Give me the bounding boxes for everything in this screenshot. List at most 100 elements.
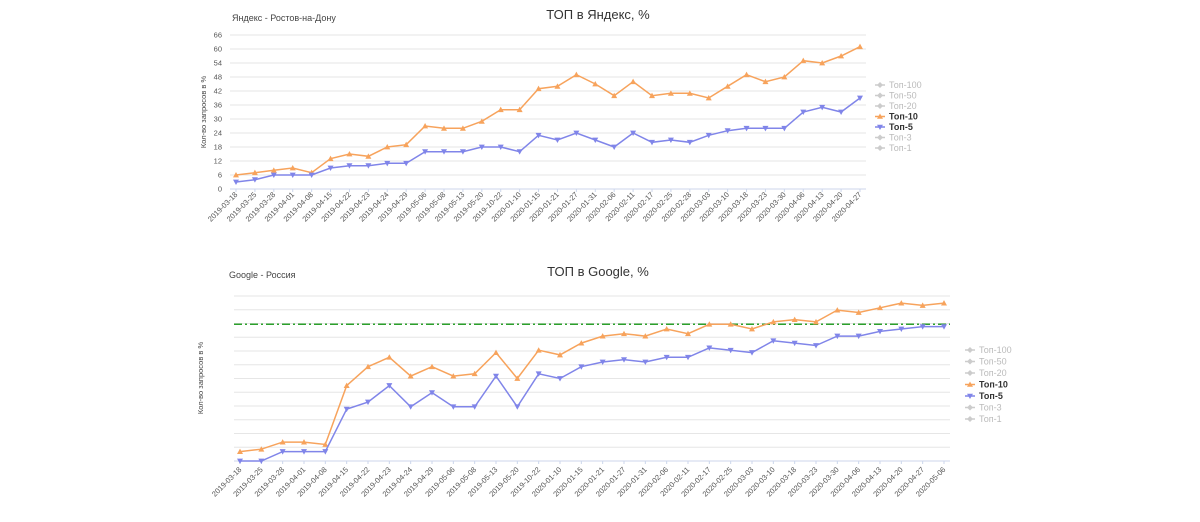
data-point[interactable]: [834, 333, 841, 340]
data-point[interactable]: [898, 300, 905, 306]
data-point[interactable]: [724, 128, 731, 134]
data-point[interactable]: [554, 137, 561, 143]
data-point[interactable]: [743, 125, 750, 132]
data-point[interactable]: [233, 172, 239, 178]
data-point[interactable]: [813, 318, 819, 325]
data-point[interactable]: [493, 373, 499, 380]
data-point[interactable]: [233, 179, 239, 185]
data-point[interactable]: [237, 458, 243, 464]
data-point[interactable]: [667, 137, 674, 143]
data-point[interactable]: [450, 404, 457, 410]
data-point[interactable]: [749, 350, 755, 356]
data-point[interactable]: [941, 324, 947, 330]
data-point[interactable]: [749, 326, 755, 332]
data-point[interactable]: [919, 302, 926, 308]
data-point[interactable]: [384, 160, 391, 167]
data-point[interactable]: [642, 333, 649, 339]
data-point[interactable]: [343, 406, 350, 413]
data-point[interactable]: [724, 83, 731, 89]
data-point[interactable]: [471, 404, 478, 410]
data-point[interactable]: [386, 354, 393, 360]
data-point[interactable]: [592, 81, 599, 87]
data-point[interactable]: [346, 151, 353, 157]
data-point[interactable]: [663, 326, 670, 332]
data-point[interactable]: [535, 132, 542, 139]
data-point[interactable]: [857, 95, 863, 101]
data-point[interactable]: [327, 165, 334, 171]
data-point[interactable]: [791, 340, 798, 347]
data-point[interactable]: [705, 132, 712, 139]
data-point[interactable]: [365, 399, 371, 406]
data-point[interactable]: [855, 309, 862, 315]
data-point[interactable]: [478, 144, 485, 150]
legend-item[interactable]: Топ-10: [875, 112, 918, 122]
data-point[interactable]: [611, 92, 618, 99]
data-point[interactable]: [877, 304, 883, 311]
data-point[interactable]: [270, 167, 277, 173]
data-point[interactable]: [289, 172, 296, 178]
data-point[interactable]: [407, 404, 414, 410]
data-point[interactable]: [384, 144, 391, 150]
legend-item[interactable]: Топ-3: [875, 133, 912, 143]
data-point[interactable]: [365, 153, 372, 159]
data-point[interactable]: [441, 125, 447, 131]
legend-item[interactable]: Топ-1: [965, 414, 1002, 424]
data-point[interactable]: [621, 357, 627, 363]
data-point[interactable]: [611, 144, 618, 150]
data-point[interactable]: [535, 371, 542, 377]
data-point[interactable]: [781, 74, 788, 80]
data-point[interactable]: [630, 130, 637, 136]
data-point[interactable]: [578, 340, 585, 346]
data-point[interactable]: [478, 118, 485, 124]
data-point[interactable]: [686, 139, 693, 146]
legend-item[interactable]: Топ-50: [965, 357, 1007, 367]
data-point[interactable]: [535, 85, 542, 92]
data-point[interactable]: [898, 326, 905, 332]
data-point[interactable]: [471, 370, 478, 377]
data-point[interactable]: [450, 373, 457, 379]
data-point[interactable]: [554, 83, 561, 89]
data-point[interactable]: [813, 343, 819, 349]
data-point[interactable]: [270, 172, 277, 178]
data-point[interactable]: [365, 363, 371, 370]
data-point[interactable]: [800, 57, 807, 64]
data-point[interactable]: [514, 404, 521, 410]
data-point[interactable]: [791, 316, 798, 322]
data-point[interactable]: [855, 333, 862, 340]
data-point[interactable]: [429, 363, 435, 370]
data-point[interactable]: [762, 125, 769, 132]
data-point[interactable]: [819, 60, 826, 66]
legend-item[interactable]: Топ-50: [875, 91, 917, 101]
data-point[interactable]: [422, 123, 429, 129]
data-point[interactable]: [819, 104, 826, 111]
data-point[interactable]: [919, 324, 926, 330]
data-point[interactable]: [251, 177, 258, 183]
data-point[interactable]: [365, 163, 372, 169]
legend-item[interactable]: Топ-20: [965, 368, 1007, 378]
legend-item[interactable]: Топ-10: [965, 380, 1008, 390]
data-point[interactable]: [407, 373, 414, 379]
legend-item[interactable]: Топ-3: [965, 403, 1002, 413]
legend-item[interactable]: Топ-20: [875, 101, 917, 111]
data-point[interactable]: [705, 95, 712, 101]
data-point[interactable]: [573, 130, 580, 136]
data-point[interactable]: [706, 321, 713, 327]
legend-item[interactable]: Топ-5: [965, 391, 1003, 401]
data-point[interactable]: [941, 300, 947, 306]
data-point[interactable]: [781, 125, 788, 132]
data-point[interactable]: [251, 169, 258, 176]
data-point[interactable]: [834, 307, 841, 313]
legend-item[interactable]: Топ-5: [875, 122, 913, 132]
data-point[interactable]: [838, 53, 845, 59]
data-point[interactable]: [599, 333, 606, 339]
data-point[interactable]: [685, 330, 691, 337]
legend-item[interactable]: Топ-100: [965, 345, 1012, 355]
data-point[interactable]: [308, 172, 315, 178]
data-point[interactable]: [649, 139, 655, 146]
data-point[interactable]: [386, 383, 393, 389]
data-point[interactable]: [403, 160, 410, 167]
data-point[interactable]: [497, 106, 504, 113]
data-point[interactable]: [599, 359, 606, 365]
data-point[interactable]: [770, 338, 777, 344]
data-point[interactable]: [429, 390, 435, 396]
